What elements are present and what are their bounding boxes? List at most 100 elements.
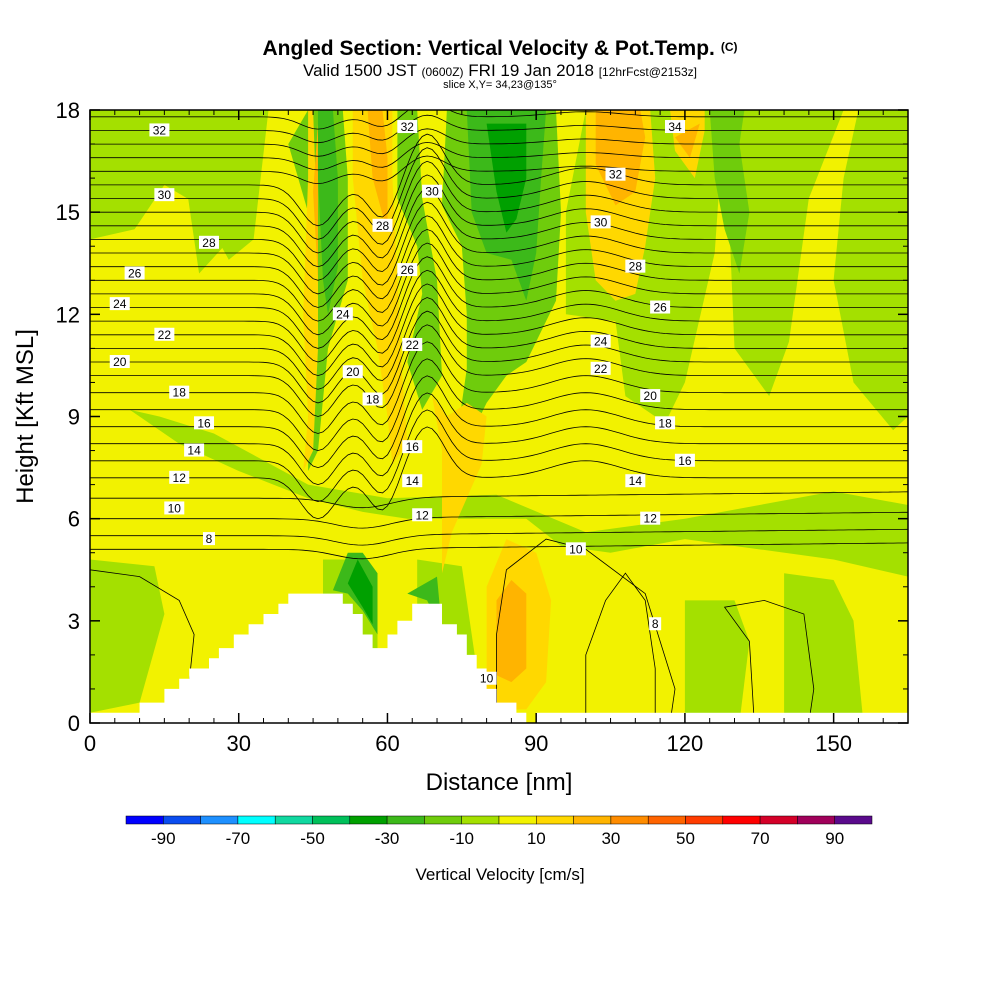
isentrope-label-17: 24: [332, 307, 353, 321]
isentrope-line-8: [90, 358, 908, 452]
velocity-region-21: [347, 559, 373, 625]
isentrope-label-36: 12: [640, 511, 661, 526]
x-tick-label-4: 120: [667, 731, 704, 756]
colorbar-swatch-11: [536, 815, 574, 825]
isentrope-label-38: 8: [649, 617, 662, 631]
isentrope-label-0: 32: [149, 123, 170, 137]
svg-text:18: 18: [658, 416, 672, 430]
velocity-region-20: [486, 123, 527, 233]
isentrope-line-27: [90, 128, 908, 157]
svg-text:26: 26: [401, 263, 415, 277]
isentrope-label-1: 30: [154, 188, 175, 202]
axes-layer: 0 30 60 90 120 150 0 3 6 9 12 15 18 Distance [nm] Heig…: [12, 98, 908, 796]
colorbar-swatch-19: [834, 815, 873, 825]
isentrope-label-13: 32: [397, 120, 418, 134]
velocity-region-19: [407, 576, 442, 631]
velocity-region-11: [784, 573, 864, 723]
isentrope-label-2: 28: [198, 235, 219, 250]
svg-text:24: 24: [594, 335, 608, 349]
valid-time-line: Valid 1500 JST (0600Z) FRI 19 Jan 2018 […: [303, 61, 697, 80]
isentrope-label-31: 22: [590, 361, 611, 376]
isentrope-label-33: 18: [655, 416, 676, 430]
isentrope-line-21: [90, 174, 908, 268]
colorbar-tick-7: 50: [676, 829, 695, 848]
isentrope-label-26: 32: [605, 167, 626, 182]
velocity-region-10: [684, 600, 750, 723]
svg-text:12: 12: [415, 508, 429, 522]
colorbar-swatch-8: [424, 815, 462, 825]
svg-text:10: 10: [480, 672, 494, 686]
x-axis-title: Distance [nm]: [426, 769, 573, 796]
svg-text:26: 26: [653, 301, 667, 315]
velocity-region-1: [90, 559, 165, 713]
isentrope-label-9: 14: [184, 443, 205, 458]
y-tick-label-4: 12: [56, 302, 80, 327]
isentrope-label-24: 10: [476, 671, 497, 686]
isentrope-label-6: 20: [109, 355, 130, 369]
velocity-region-31: [595, 110, 646, 206]
isentrope-line-20: [90, 188, 908, 281]
svg-text:20: 20: [113, 355, 127, 369]
svg-text:12: 12: [644, 512, 658, 526]
svg-text:32: 32: [153, 123, 167, 137]
colorbar-swatch-6: [349, 815, 388, 825]
isentrope-line-13: [90, 283, 908, 377]
svg-text:20: 20: [346, 365, 360, 379]
svg-text:28: 28: [202, 236, 216, 250]
isentrope-line-16: [90, 242, 908, 336]
isentrope-label-34: 16: [674, 453, 695, 468]
svg-text:14: 14: [406, 474, 420, 488]
svg-text:18: 18: [366, 392, 380, 406]
svg-text:32: 32: [401, 120, 415, 134]
isentrope-label-29: 26: [650, 300, 671, 315]
isentrope-line-3: [90, 491, 908, 509]
colorbar-swatch-9: [461, 815, 500, 825]
svg-text:28: 28: [376, 219, 390, 233]
colorbar-swatch-7: [386, 815, 425, 825]
isentrope-line-4: [90, 426, 908, 520]
isentrope-line-29: [90, 110, 908, 130]
colorbar-tick-4: -10: [449, 829, 474, 848]
isentrope-label-23: 12: [412, 508, 433, 522]
isentrope-line-0: [90, 542, 908, 560]
velocity-region-4: [129, 409, 908, 577]
svg-text:22: 22: [406, 338, 420, 352]
isentrope-label-28: 28: [625, 259, 646, 274]
svg-text:20: 20: [644, 389, 658, 403]
isentrope-label-22: 14: [402, 474, 423, 488]
colorbar-swatch-5: [312, 815, 351, 825]
svg-text:14: 14: [187, 444, 201, 458]
colorbar-swatch-2: [200, 815, 239, 825]
isentrope-line-12: [90, 297, 908, 390]
svg-text:16: 16: [197, 416, 211, 430]
colorbar-layer: -90 -70 -50 -30 -10 10 30 50 70 90 Vertical Veloci…: [125, 815, 873, 884]
isentrope-line-15: [90, 256, 908, 349]
colorbar-swatch-10: [498, 815, 537, 825]
isentrope-label-37: 10: [565, 542, 586, 556]
svg-text:16: 16: [406, 440, 420, 454]
y-axis-title: Height [Kft MSL]: [12, 329, 39, 504]
isentrope-label-12: 8: [202, 532, 215, 546]
isentrope-label-18: 22: [402, 337, 423, 352]
svg-text:18: 18: [173, 386, 187, 400]
colorbar-tick-3: -30: [375, 829, 400, 848]
isentrope-label-7: 18: [169, 385, 190, 400]
isentrope-label-32: 20: [640, 389, 661, 403]
isentrope-label-21: 16: [402, 440, 423, 454]
isentrope-label-19: 20: [342, 365, 363, 379]
colorbar-swatch-3: [237, 815, 276, 825]
svg-text:28: 28: [629, 260, 643, 274]
y-tick-label-0: 0: [68, 711, 80, 736]
velocity-region-30: [496, 580, 527, 683]
colorbar-swatch-17: [759, 815, 798, 825]
isentrope-label-30: 24: [590, 334, 611, 349]
svg-text:30: 30: [158, 188, 172, 202]
svg-text:30: 30: [594, 215, 608, 229]
colorbar-swatch-14: [647, 815, 686, 825]
isentrope-label-35: 14: [625, 474, 646, 488]
x-tick-label-1: 30: [226, 731, 250, 756]
isentrope-label-16: 26: [397, 263, 418, 277]
isentrope-label-14: 30: [422, 184, 443, 199]
velocity-region-29: [367, 110, 388, 233]
